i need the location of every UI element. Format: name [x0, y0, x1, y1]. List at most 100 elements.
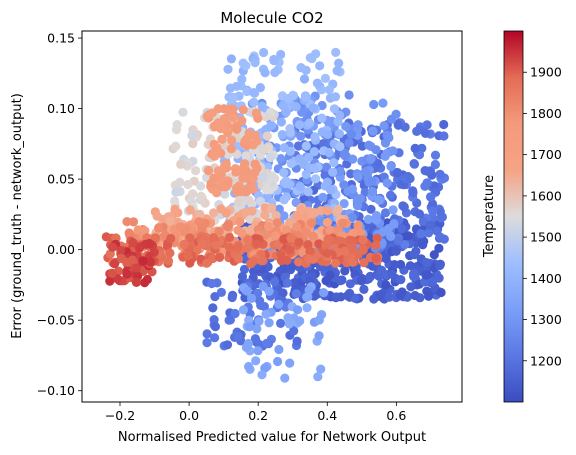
data-point: [304, 152, 314, 162]
data-point: [439, 131, 449, 141]
data-point: [187, 130, 197, 141]
data-point: [367, 186, 377, 196]
data-point: [421, 258, 432, 268]
data-point: [340, 266, 350, 276]
data-point: [264, 318, 274, 328]
data-point: [435, 260, 445, 271]
scatter-points: [101, 47, 450, 383]
data-point: [144, 239, 154, 249]
data-point: [356, 276, 367, 286]
data-point: [295, 181, 305, 192]
colorbar-tick-label: 1400: [530, 271, 562, 286]
data-point: [235, 217, 245, 227]
data-point: [380, 138, 391, 148]
data-point: [381, 280, 391, 290]
data-point: [202, 258, 212, 268]
data-point: [410, 143, 420, 153]
data-point: [285, 245, 295, 255]
data-point: [348, 228, 358, 238]
data-point: [185, 258, 195, 268]
data-point: [248, 256, 259, 266]
data-point: [315, 61, 325, 71]
data-point: [389, 260, 400, 270]
data-point: [429, 250, 439, 260]
data-point: [325, 270, 335, 280]
data-point: [372, 233, 382, 243]
data-point: [210, 333, 220, 343]
y-tick-label: 0.10: [47, 101, 75, 116]
data-point: [426, 192, 436, 202]
data-point: [222, 340, 233, 350]
data-point: [249, 88, 259, 98]
data-point: [219, 114, 229, 124]
data-point: [262, 185, 272, 195]
data-point: [395, 290, 405, 301]
data-point: [108, 242, 118, 252]
data-point: [269, 54, 279, 65]
data-point: [369, 294, 379, 304]
data-point: [163, 256, 174, 266]
data-point: [411, 246, 421, 256]
data-point: [276, 318, 286, 328]
data-point: [202, 338, 212, 348]
data-point: [360, 167, 371, 177]
data-point: [304, 254, 314, 264]
data-point: [131, 277, 141, 287]
data-point: [322, 248, 332, 258]
data-point: [358, 235, 368, 245]
data-point: [150, 233, 161, 243]
data-point: [207, 278, 217, 289]
data-point: [406, 282, 416, 292]
data-point: [195, 209, 205, 219]
data-point: [387, 269, 397, 279]
data-point: [363, 214, 373, 224]
data-point: [197, 239, 207, 249]
data-point: [238, 305, 249, 315]
data-point: [183, 179, 193, 190]
data-point: [292, 222, 302, 232]
data-point: [266, 121, 276, 131]
data-point: [279, 143, 289, 153]
data-point: [222, 221, 232, 231]
data-point: [255, 296, 265, 306]
data-point: [371, 145, 381, 155]
data-point: [379, 121, 389, 131]
data-point: [128, 238, 138, 248]
data-point: [278, 101, 288, 111]
data-point: [425, 220, 435, 230]
data-point: [346, 129, 356, 139]
data-point: [322, 217, 332, 228]
data-point: [439, 234, 449, 244]
data-point: [171, 141, 181, 151]
data-point: [253, 346, 263, 356]
data-point: [138, 256, 148, 266]
data-point: [259, 47, 269, 58]
data-point: [386, 231, 396, 241]
colorbar-tick-label: 1200: [530, 353, 562, 368]
data-point: [378, 98, 388, 108]
data-point: [225, 315, 235, 325]
data-point: [420, 166, 430, 176]
data-point: [215, 252, 225, 262]
data-point: [255, 196, 266, 206]
data-point: [244, 361, 254, 372]
data-point: [389, 219, 399, 229]
data-point: [116, 245, 126, 255]
data-point: [165, 248, 175, 258]
data-point: [304, 285, 314, 295]
data-point: [344, 138, 354, 148]
data-point: [274, 344, 284, 355]
data-point: [280, 373, 290, 383]
data-point: [318, 192, 328, 202]
data-point: [419, 236, 429, 246]
data-point: [313, 372, 323, 382]
data-point: [314, 331, 324, 341]
data-point: [260, 210, 270, 220]
data-point: [277, 130, 287, 140]
data-point: [207, 108, 217, 118]
data-point: [285, 217, 295, 227]
data-point: [196, 191, 206, 201]
data-point: [342, 291, 353, 301]
data-point: [217, 134, 227, 144]
data-point: [220, 189, 230, 199]
